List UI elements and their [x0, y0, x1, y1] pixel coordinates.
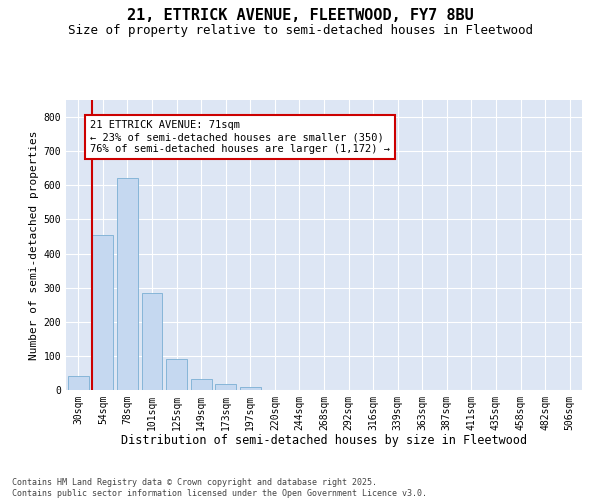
Bar	[142, 293, 163, 390]
Bar	[191, 378, 212, 390]
Text: Contains HM Land Registry data © Crown copyright and database right 2025.
Contai: Contains HM Land Registry data © Crown c…	[12, 478, 427, 498]
Bar	[240, 387, 261, 390]
Y-axis label: Number of semi-detached properties: Number of semi-detached properties	[29, 130, 40, 360]
Text: Size of property relative to semi-detached houses in Fleetwood: Size of property relative to semi-detach…	[67, 24, 533, 37]
Text: 21, ETTRICK AVENUE, FLEETWOOD, FY7 8BU: 21, ETTRICK AVENUE, FLEETWOOD, FY7 8BU	[127, 8, 473, 22]
Bar	[68, 376, 89, 390]
X-axis label: Distribution of semi-detached houses by size in Fleetwood: Distribution of semi-detached houses by …	[121, 434, 527, 448]
Text: 21 ETTRICK AVENUE: 71sqm
← 23% of semi-detached houses are smaller (350)
76% of : 21 ETTRICK AVENUE: 71sqm ← 23% of semi-d…	[90, 120, 390, 154]
Bar	[117, 178, 138, 390]
Bar	[215, 384, 236, 390]
Bar	[92, 235, 113, 390]
Bar	[166, 358, 187, 390]
